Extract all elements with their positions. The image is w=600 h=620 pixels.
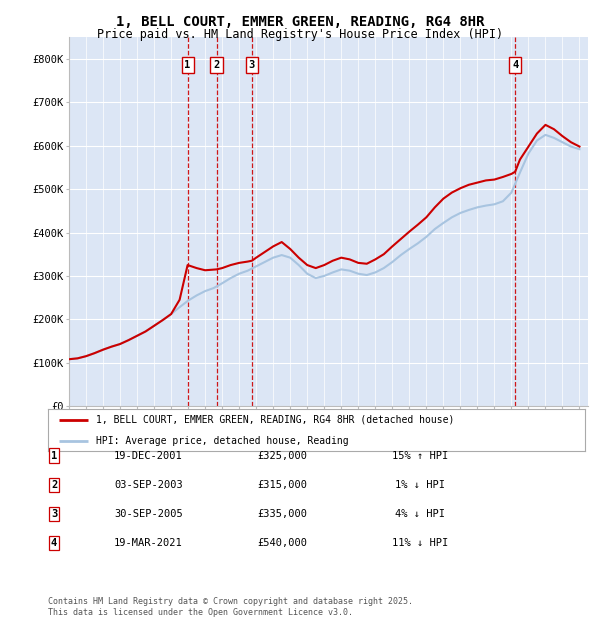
Text: 19-MAR-2021: 19-MAR-2021 bbox=[114, 538, 183, 548]
Text: 3: 3 bbox=[51, 509, 57, 519]
Text: 2: 2 bbox=[51, 480, 57, 490]
Text: 30-SEP-2005: 30-SEP-2005 bbox=[114, 509, 183, 519]
Text: 11% ↓ HPI: 11% ↓ HPI bbox=[392, 538, 448, 548]
Text: £315,000: £315,000 bbox=[257, 480, 307, 490]
Text: 2: 2 bbox=[214, 60, 220, 70]
Text: 4% ↓ HPI: 4% ↓ HPI bbox=[395, 509, 445, 519]
Text: £335,000: £335,000 bbox=[257, 509, 307, 519]
Text: 1: 1 bbox=[184, 60, 191, 70]
Text: 1, BELL COURT, EMMER GREEN, READING, RG4 8HR (detached house): 1, BELL COURT, EMMER GREEN, READING, RG4… bbox=[97, 415, 455, 425]
Text: 15% ↑ HPI: 15% ↑ HPI bbox=[392, 451, 448, 461]
Text: £325,000: £325,000 bbox=[257, 451, 307, 461]
Text: 1, BELL COURT, EMMER GREEN, READING, RG4 8HR: 1, BELL COURT, EMMER GREEN, READING, RG4… bbox=[116, 16, 484, 30]
Text: £540,000: £540,000 bbox=[257, 538, 307, 548]
Text: 3: 3 bbox=[249, 60, 255, 70]
Text: 03-SEP-2003: 03-SEP-2003 bbox=[114, 480, 183, 490]
Text: 4: 4 bbox=[51, 538, 57, 548]
Text: Price paid vs. HM Land Registry's House Price Index (HPI): Price paid vs. HM Land Registry's House … bbox=[97, 28, 503, 41]
Text: 1% ↓ HPI: 1% ↓ HPI bbox=[395, 480, 445, 490]
Text: 4: 4 bbox=[512, 60, 518, 70]
Text: Contains HM Land Registry data © Crown copyright and database right 2025.
This d: Contains HM Land Registry data © Crown c… bbox=[48, 598, 413, 617]
Text: HPI: Average price, detached house, Reading: HPI: Average price, detached house, Read… bbox=[97, 436, 349, 446]
Text: 1: 1 bbox=[51, 451, 57, 461]
Text: 19-DEC-2001: 19-DEC-2001 bbox=[114, 451, 183, 461]
